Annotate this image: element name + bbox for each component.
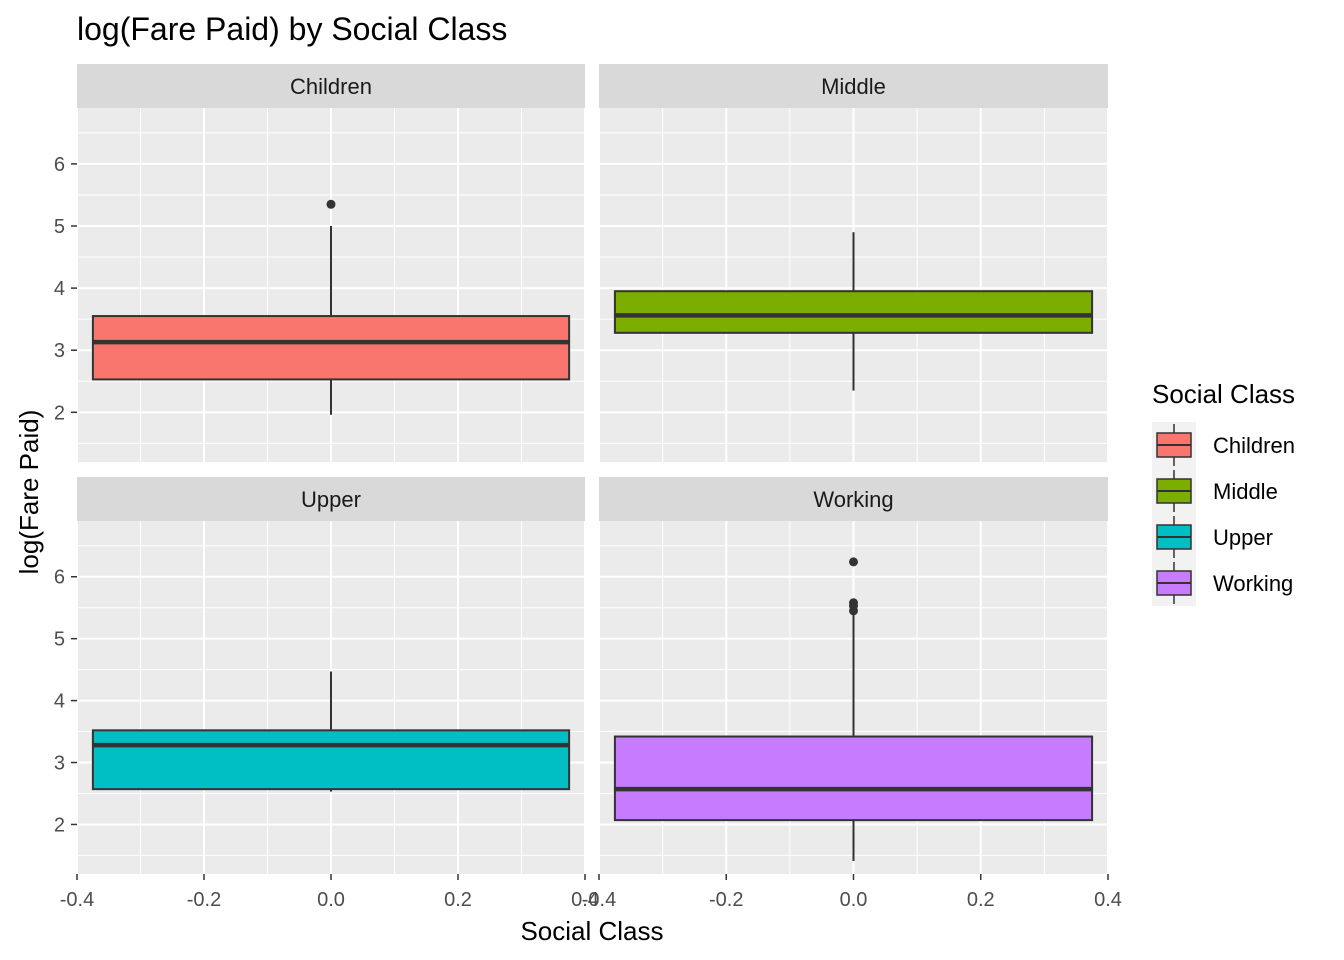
facet-strip-label: Children <box>290 74 372 99</box>
y-tick-label: 6 <box>54 154 65 176</box>
chart-title: log(Fare Paid) by Social Class <box>77 11 507 47</box>
outlier-point <box>849 598 858 608</box>
y-tick-label: 4 <box>54 278 65 300</box>
facet-panel-upper: Upper 2 3 4 5 6 -0.4 -0.2 0.0 0.2 0.4 <box>54 477 599 911</box>
legend-label: Upper <box>1213 525 1273 550</box>
facet-panel-working: Working -0.4 -0.2 0.0 0.2 0.4 <box>582 477 1122 911</box>
x-tick-label: -0.2 <box>709 889 743 911</box>
y-tick-label: 3 <box>54 340 65 362</box>
facet-panel-middle: Middle <box>598 64 1109 462</box>
legend-label: Middle <box>1213 479 1278 504</box>
legend: Social Class Children Middle Upper Working <box>1152 379 1295 606</box>
y-tick-label: 3 <box>54 753 65 775</box>
x-tick-label: 0.2 <box>967 889 995 911</box>
outlier-point <box>849 557 858 567</box>
x-tick-label: 0.4 <box>1094 889 1122 911</box>
legend-label: Working <box>1213 571 1293 596</box>
box-upper <box>91 729 571 791</box>
legend-title: Social Class <box>1152 379 1295 409</box>
y-axis-title: log(Fare Paid) <box>14 410 44 575</box>
outlier-point <box>326 199 336 209</box>
box-middle <box>613 290 1094 334</box>
y-tick-label: 6 <box>54 567 65 589</box>
legend-item-children: Children <box>1152 422 1295 468</box>
facet-panel-children: Children 2 3 4 5 6 <box>54 64 586 462</box>
y-tick-label: 4 <box>54 691 65 713</box>
x-tick-label: 0.0 <box>840 889 868 911</box>
x-tick-label: 0.4 <box>571 889 599 911</box>
legend-label: Children <box>1213 433 1295 458</box>
facet-strip-label: Working <box>813 487 893 512</box>
x-axis-title: Social Class <box>520 916 663 946</box>
box-children <box>91 315 571 381</box>
y-tick-label: 5 <box>54 629 65 651</box>
facet-strip-label: Upper <box>301 487 361 512</box>
facet-panels: Children 2 3 4 5 6 Middle Upper 2 3 4 5 6 -0.4 -0.2 0.0… <box>54 64 1122 911</box>
box-working <box>613 735 1094 822</box>
facet-strip <box>77 64 585 108</box>
x-tick-label: 0.0 <box>317 889 345 911</box>
y-tick-label: 2 <box>54 814 65 836</box>
x-tick-label: -0.2 <box>187 889 221 911</box>
facet-strip <box>599 64 1108 108</box>
x-tick-label: 0.2 <box>444 889 472 911</box>
x-tick-label: -0.4 <box>582 889 616 911</box>
facet-strip <box>77 477 585 521</box>
x-tick-label: -0.4 <box>60 889 94 911</box>
y-tick-label: 5 <box>54 216 65 238</box>
legend-item-working: Working <box>1152 560 1293 606</box>
legend-item-upper: Upper <box>1152 514 1273 560</box>
legend-item-middle: Middle <box>1152 468 1278 514</box>
y-tick-label: 2 <box>54 402 65 424</box>
facet-strip <box>599 477 1108 521</box>
facet-strip-label: Middle <box>821 74 886 99</box>
